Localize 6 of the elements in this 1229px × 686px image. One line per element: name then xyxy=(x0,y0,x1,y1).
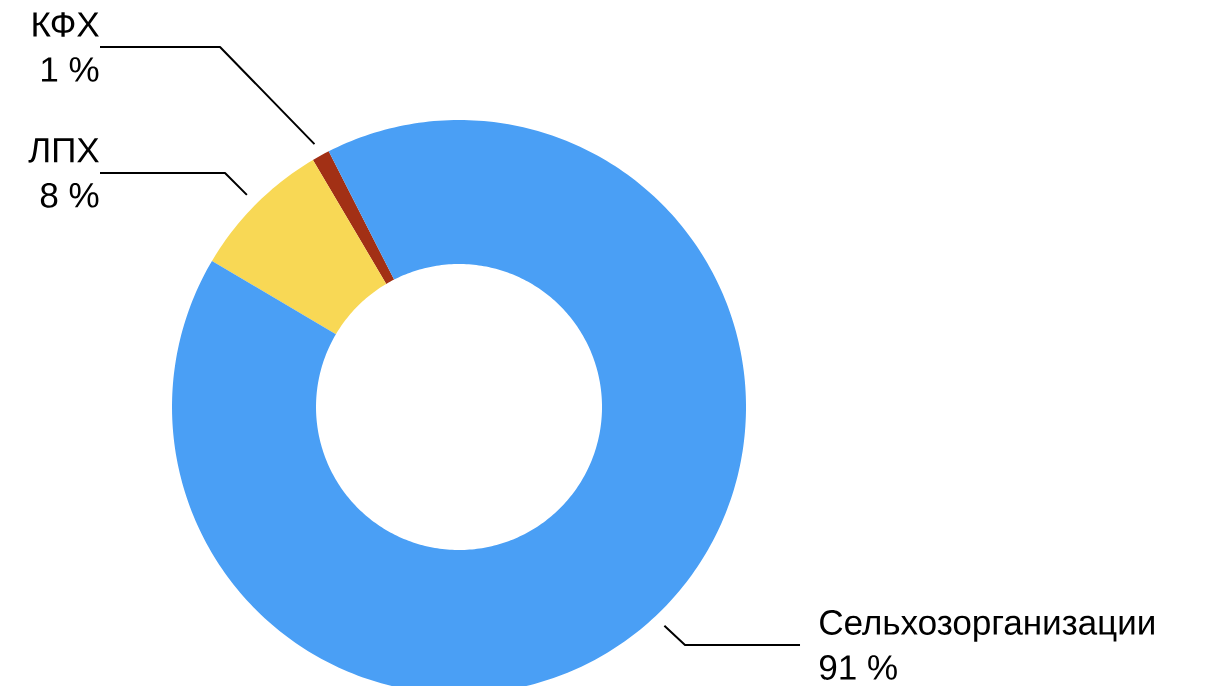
data-label: 91 % xyxy=(819,655,897,680)
slice-label: ЛПХ xyxy=(28,138,99,163)
slice-label: КФХ xyxy=(33,12,99,37)
data-label: 8 % xyxy=(40,182,99,208)
slice-label: Сельхозорганизации xyxy=(820,610,1154,642)
data-label: 1 % xyxy=(42,57,99,82)
